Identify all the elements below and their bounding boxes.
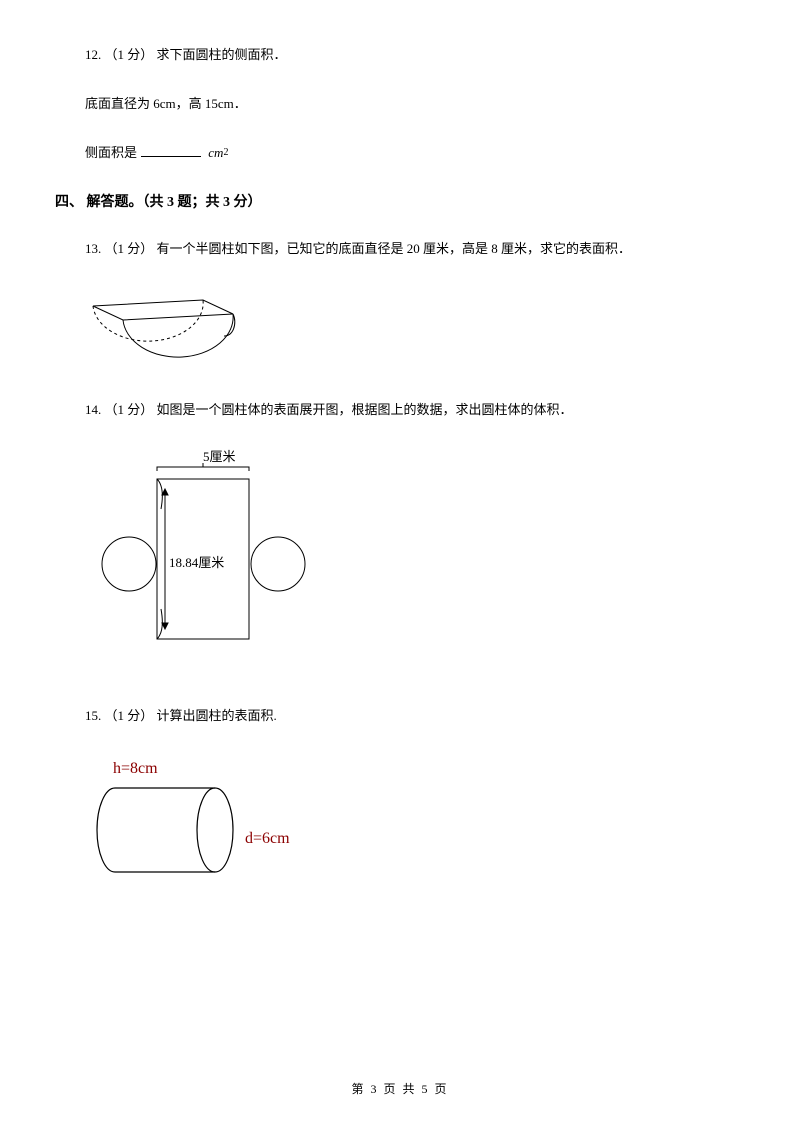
- q15-d-label: d=6cm: [245, 830, 290, 847]
- q12-line3: 侧面积是 cm2: [85, 143, 745, 164]
- page-footer: 第 3 页 共 5 页: [0, 1080, 800, 1097]
- q15-text: 15. （1 分） 计算出圆柱的表面积.: [85, 706, 745, 727]
- q12-prefix: 侧面积是: [85, 145, 137, 160]
- q13-text: 13. （1 分） 有一个半圆柱如下图，已知它的底面直径是 20 厘米，高是 8…: [85, 239, 745, 260]
- q14-figure: 5厘米 18.84厘米: [85, 449, 745, 678]
- q12-unit-exp: 2: [223, 147, 228, 158]
- q14-top-label: 5厘米: [203, 449, 236, 464]
- q12-line2: 底面直径为 6cm，高 15cm．: [85, 94, 745, 115]
- q12-blank: [141, 143, 201, 157]
- q15-h-label: h=8cm: [113, 760, 158, 777]
- q13-figure: [85, 288, 745, 372]
- section-4-title: 四、 解答题。（共 3 题；共 3 分）: [55, 191, 745, 211]
- q12-unit-base: cm: [208, 145, 223, 160]
- q15-figure: h=8cm d=6cm: [85, 755, 745, 909]
- q12-line1: 12. （1 分） 求下面圆柱的侧面积．: [85, 45, 745, 66]
- q14-text: 14. （1 分） 如图是一个圆柱体的表面展开图，根据图上的数据，求出圆柱体的体…: [85, 400, 745, 421]
- q14-height-label: 18.84厘米: [169, 555, 224, 570]
